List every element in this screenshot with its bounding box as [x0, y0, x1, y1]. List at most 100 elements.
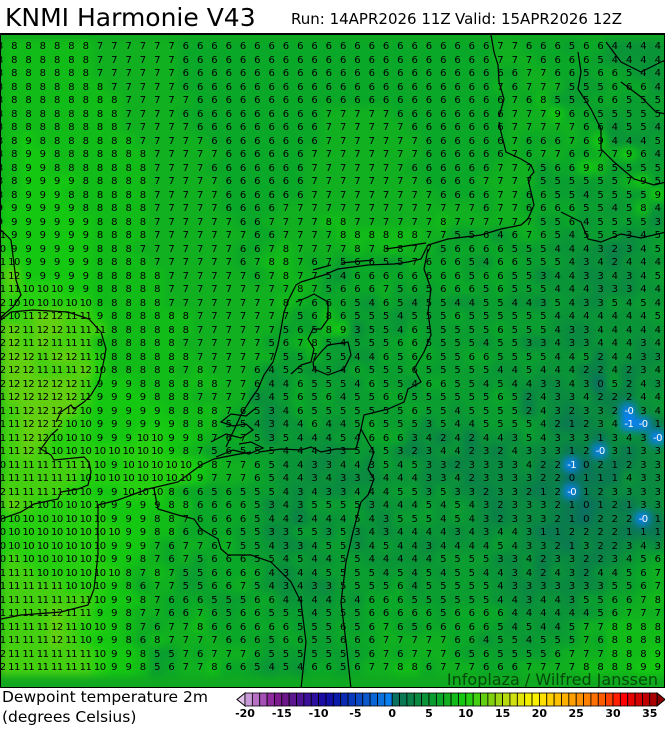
grid-value: 11	[22, 663, 34, 673]
grid-value: 6	[440, 82, 446, 93]
grid-value: 3	[540, 582, 546, 592]
grid-value: 7	[340, 109, 346, 120]
grid-value: 8	[54, 150, 60, 160]
grid-value: 6	[469, 109, 475, 120]
grid-value: 6	[469, 150, 475, 160]
grid-value: 6	[454, 42, 460, 52]
grid-value: 3	[655, 487, 661, 498]
grid-value: 4	[526, 555, 532, 565]
grid-value: 7	[240, 366, 246, 376]
grid-value: 8	[97, 150, 103, 160]
grid-value: 7	[411, 177, 417, 187]
grid-value: 2	[297, 514, 303, 525]
grid-value: 6	[483, 622, 489, 633]
grid-value: 3	[512, 514, 518, 525]
grid-value: 10	[65, 514, 77, 525]
grid-value: 8	[140, 217, 146, 228]
grid-value: 11	[1, 285, 6, 295]
grid-value: 7	[197, 190, 203, 201]
grid-value: 6	[554, 55, 560, 66]
colorbar-box	[539, 692, 548, 707]
grid-value: 7	[211, 474, 217, 484]
border-netherlands-germany	[340, 248, 432, 687]
grid-value: 8	[125, 163, 131, 174]
colorbar-box	[435, 692, 445, 707]
grid-value: 4	[397, 541, 403, 552]
grid-value: 7	[140, 123, 146, 133]
grid-value: 6	[211, 514, 217, 525]
grid-value: 11	[37, 649, 49, 660]
grid-value: 5	[426, 298, 432, 309]
grid-value: 5	[540, 177, 546, 187]
grid-value: 5	[497, 541, 503, 552]
grid-value: 8	[168, 366, 174, 376]
grid-value: 5	[397, 420, 403, 430]
grid-value: 10	[37, 568, 49, 579]
grid-value: 9	[154, 420, 160, 430]
grid-value: 7	[226, 325, 232, 336]
grid-value: 3	[483, 474, 489, 484]
grid-value: 5	[383, 339, 389, 349]
grid-value: 3	[426, 420, 432, 430]
grid-value: 9	[40, 231, 46, 241]
grid-value: 11	[22, 649, 34, 660]
grid-value: 6	[283, 636, 289, 646]
grid-value: 9	[83, 231, 89, 241]
grid-value: 5	[411, 420, 417, 430]
grid-value: 2	[497, 447, 503, 457]
grid-value: 7	[240, 325, 246, 336]
grid-value: 4	[297, 582, 303, 592]
grid-value: 8	[140, 366, 146, 376]
grid-value: 1	[626, 447, 632, 457]
grid-value: 5	[454, 393, 460, 403]
grid-value: 9	[11, 204, 17, 214]
grid-value: 5	[426, 514, 432, 525]
grid-value: 5	[483, 595, 489, 606]
grid-value: 4	[369, 298, 375, 309]
grid-value: 5	[354, 298, 360, 309]
grid-value: 6	[226, 150, 232, 160]
grid-value: 6	[397, 649, 403, 660]
grid-value: 4	[283, 487, 289, 498]
grid-value: 0	[569, 474, 575, 484]
grid-value: 7	[140, 109, 146, 120]
grid-value: 6	[211, 55, 217, 66]
grid-value: 7	[268, 312, 274, 322]
grid-value: 7	[526, 663, 532, 673]
grid-value: 4	[469, 528, 475, 538]
grid-value: 4	[411, 555, 417, 565]
grid-value: 7	[497, 177, 503, 187]
grid-value: 3	[597, 582, 603, 592]
valid-time: Valid: 15APR2026 12Z	[455, 10, 622, 28]
grid-value: 4	[426, 528, 432, 538]
grid-value: 11	[22, 501, 34, 511]
grid-value: 4	[411, 379, 417, 390]
grid-value: 4	[640, 271, 646, 282]
grid-value: 7	[526, 123, 532, 133]
grid-value: 8	[1, 136, 3, 147]
grid-value: 4	[326, 420, 332, 430]
grid-value: 6	[211, 622, 217, 633]
grid-value: 6	[240, 568, 246, 579]
grid-value: 10	[151, 474, 163, 484]
grid-value: 10	[94, 352, 106, 363]
grid-value: 5	[540, 312, 546, 322]
grid-value: 7	[154, 55, 160, 66]
grid-value: 12	[37, 379, 49, 390]
grid-value: 6	[311, 258, 317, 268]
grid-value: 3	[655, 460, 661, 471]
grid-value: 6	[626, 595, 632, 606]
colorbar-box	[251, 692, 261, 707]
grid-value: 10	[94, 514, 106, 525]
grid-value: 9	[25, 231, 31, 241]
coastline-zeeland	[210, 407, 257, 443]
grid-value: 2	[540, 474, 546, 484]
grid-value: 5	[469, 555, 475, 565]
grid-value: 10	[151, 460, 163, 471]
grid-value: 5	[440, 420, 446, 430]
grid-value: 5	[440, 487, 446, 498]
grid-value: 6	[311, 69, 317, 79]
grid-value: 6	[240, 69, 246, 79]
grid-value: 6	[226, 555, 232, 565]
grid-value: 5	[612, 163, 618, 174]
